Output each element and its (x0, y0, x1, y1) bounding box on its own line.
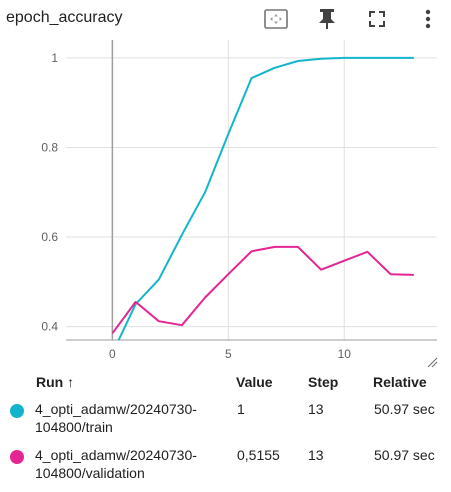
header-run[interactable]: Run ↑ (36, 374, 75, 390)
header-relative[interactable]: Relative (373, 374, 427, 390)
fit-domain-icon (264, 9, 288, 29)
chart-area[interactable]: 1 0.8 0.6 0.4 0 5 10 (0, 40, 451, 370)
chart-title: epoch_accuracy (6, 9, 123, 26)
fullscreen-button[interactable] (364, 6, 390, 32)
more-vert-icon (425, 9, 431, 29)
series-line[interactable] (111, 245, 414, 334)
card-header: epoch_accuracy (0, 0, 451, 40)
header-step[interactable]: Step (308, 374, 339, 390)
resize-handle-icon[interactable] (427, 357, 438, 368)
x-tick-label: 10 (338, 347, 352, 361)
run-name-line: 4_opti_adamw/20240730- (35, 447, 197, 463)
run-name-line: 104800/validation (35, 465, 145, 481)
relative-cell: 50.97 sec (374, 401, 435, 417)
x-tick-label: 0 (109, 347, 116, 361)
run-color-dot[interactable] (10, 404, 24, 418)
table-row[interactable]: 4_opti_adamw/20240730- 104800/validation… (0, 442, 451, 488)
x-tick-label: 5 (225, 347, 232, 361)
fit-domain-button[interactable] (263, 6, 289, 32)
y-tick-label: 0.6 (41, 230, 58, 244)
more-options-button[interactable] (415, 6, 441, 32)
header-value[interactable]: Value (236, 374, 273, 390)
value-cell: 1 (237, 401, 245, 417)
table-row[interactable]: 4_opti_adamw/20240730- 104800/train 1 13… (0, 396, 451, 442)
run-name: 4_opti_adamw/20240730- 104800/train (35, 400, 235, 436)
pin-button[interactable] (314, 6, 340, 32)
line-chart[interactable]: 1 0.8 0.6 0.4 0 5 10 (0, 40, 451, 370)
step-cell: 13 (308, 401, 324, 417)
pin-icon (319, 9, 335, 29)
table-header: Run ↑ Value Step Relative (0, 368, 451, 396)
y-tick-label: 0.4 (41, 320, 58, 334)
run-color-dot[interactable] (10, 450, 24, 464)
y-tick-label: 0.8 (41, 140, 58, 154)
run-name-line: 104800/train (35, 419, 113, 435)
step-cell: 13 (308, 447, 324, 463)
y-tick-label: 1 (51, 51, 58, 65)
relative-cell: 50.97 sec (374, 447, 435, 463)
value-cell: 0,5155 (237, 447, 280, 463)
series-line[interactable] (112, 56, 414, 354)
run-name-line: 4_opti_adamw/20240730- (35, 401, 197, 417)
runs-table: Run ↑ Value Step Relative 4_opti_adamw/2… (0, 368, 451, 488)
fullscreen-icon (369, 11, 385, 27)
run-name: 4_opti_adamw/20240730- 104800/validation (35, 446, 235, 482)
